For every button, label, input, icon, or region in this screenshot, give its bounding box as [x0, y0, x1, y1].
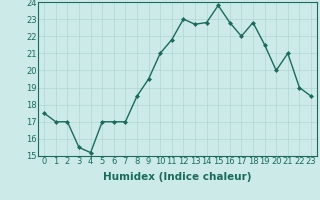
X-axis label: Humidex (Indice chaleur): Humidex (Indice chaleur): [103, 172, 252, 182]
